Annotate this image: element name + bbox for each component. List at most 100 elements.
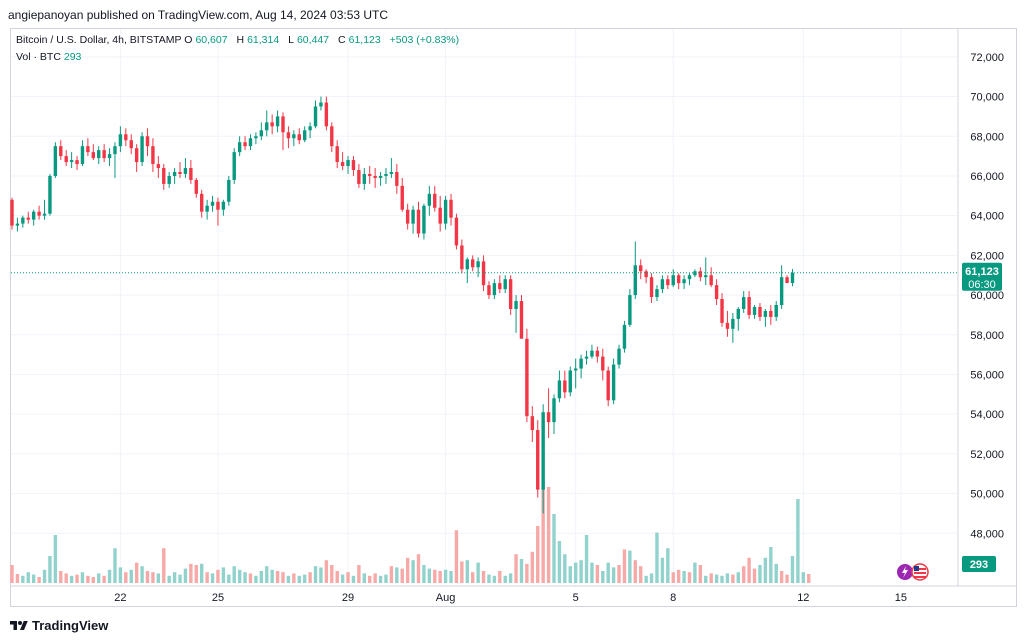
volume-bar (59, 571, 63, 583)
candle-body (64, 156, 68, 163)
volume-bar (736, 572, 740, 583)
legend-symbol[interactable]: Bitcoin / U.S. Dollar, 4h, BITSTAMP (16, 34, 182, 46)
volume-bar (416, 554, 421, 583)
volume-bar (259, 571, 264, 583)
candle-body (373, 175, 377, 178)
price-tag-value: 61,123 (965, 266, 999, 278)
price-tag[interactable]: 61,123 06:30 (962, 262, 1002, 291)
candle-body (427, 193, 432, 206)
candle-body (129, 140, 133, 149)
volume-bar (763, 557, 768, 583)
volume-bar (227, 574, 231, 583)
legend-h-label: H (236, 34, 245, 46)
candle-body (400, 185, 404, 210)
flag-stripe (914, 576, 926, 578)
y-tick-label: 64,000 (970, 211, 1004, 223)
candle-body (362, 173, 366, 184)
candle-body (481, 261, 486, 286)
candle-body (465, 259, 469, 270)
volume-bar (200, 563, 204, 583)
candle-body (384, 173, 388, 176)
legend-change: +503 (+0.83%) (389, 34, 460, 46)
volume-bar (31, 574, 36, 583)
candle-body (227, 179, 231, 202)
candle-body (595, 350, 600, 357)
volume-bar (422, 565, 426, 583)
volume-bar (42, 569, 47, 583)
volume-bar (725, 573, 730, 583)
candle-body (747, 297, 751, 315)
event-markers[interactable] (897, 563, 929, 581)
candle-body (378, 175, 383, 178)
volume-bar (292, 573, 296, 583)
candle-body (254, 136, 258, 139)
candle-body (541, 412, 545, 490)
candle-body (579, 358, 583, 369)
tradingview-footer[interactable]: TradingView (10, 618, 108, 633)
candle-body (774, 305, 778, 317)
volume-bar (411, 560, 415, 583)
volume-bar (698, 565, 703, 583)
candle-body (633, 265, 637, 296)
volume-bar (313, 566, 318, 583)
y-tick-label: 56,000 (970, 369, 1004, 381)
candle-body (546, 412, 551, 423)
candle-body (709, 275, 713, 286)
candle-body (752, 306, 757, 315)
candle-body (525, 338, 529, 417)
candle-body (205, 205, 209, 212)
volume-bar (552, 514, 556, 583)
candle-body (292, 134, 296, 139)
volume-bar (275, 571, 280, 583)
candle-body (460, 245, 464, 270)
legend-o-label: O (184, 34, 193, 46)
volume-bar (378, 575, 383, 583)
legend-close: 61,123 (348, 34, 381, 46)
volume-bar (519, 559, 524, 583)
candle-body (779, 277, 784, 305)
volume-bar (758, 565, 762, 583)
candle-body (508, 279, 513, 309)
volume-bar (26, 572, 30, 583)
volume-bar (10, 565, 14, 583)
candle-body (449, 199, 453, 218)
volume-bar (590, 562, 594, 583)
candle-body (270, 122, 274, 127)
candle-body (758, 306, 762, 317)
tradingview-brand: TradingView (32, 618, 109, 633)
legend-c-label: C (338, 34, 346, 46)
legend-volume-label[interactable]: Vol · BTC (16, 51, 61, 63)
legend-volume-value: 293 (63, 51, 82, 63)
candle-body (183, 168, 188, 174)
candle-body (693, 271, 697, 276)
candle-body (720, 299, 724, 323)
candle-body (389, 171, 394, 174)
y-tick-label: 48,000 (970, 528, 1004, 540)
volume-tag[interactable]: 293 (962, 556, 996, 572)
published-header: angiepanoyan published on TradingView.co… (8, 8, 389, 22)
candle-body (368, 173, 372, 176)
candle-body (769, 310, 773, 317)
volume-bar (156, 573, 161, 583)
x-tick-label: 15 (895, 592, 907, 604)
volume-bar (433, 569, 437, 583)
volume-bar (405, 557, 410, 583)
volume-bar (606, 562, 610, 583)
volume-bar (644, 575, 648, 583)
candle-body (26, 217, 30, 220)
candle-body (86, 146, 90, 153)
candle-body (31, 211, 36, 220)
candle-body (611, 364, 616, 401)
volume-bar (785, 574, 789, 583)
volume-bar (476, 562, 480, 583)
candle-body (622, 324, 627, 349)
candle-body (275, 116, 280, 127)
volume-bar (86, 575, 90, 583)
candle-body (476, 261, 480, 268)
candle-body (189, 168, 193, 180)
volume-bar (91, 577, 95, 583)
y-tick-label: 50,000 (970, 489, 1004, 501)
volume-bar (183, 568, 188, 583)
candle-body (324, 102, 329, 127)
